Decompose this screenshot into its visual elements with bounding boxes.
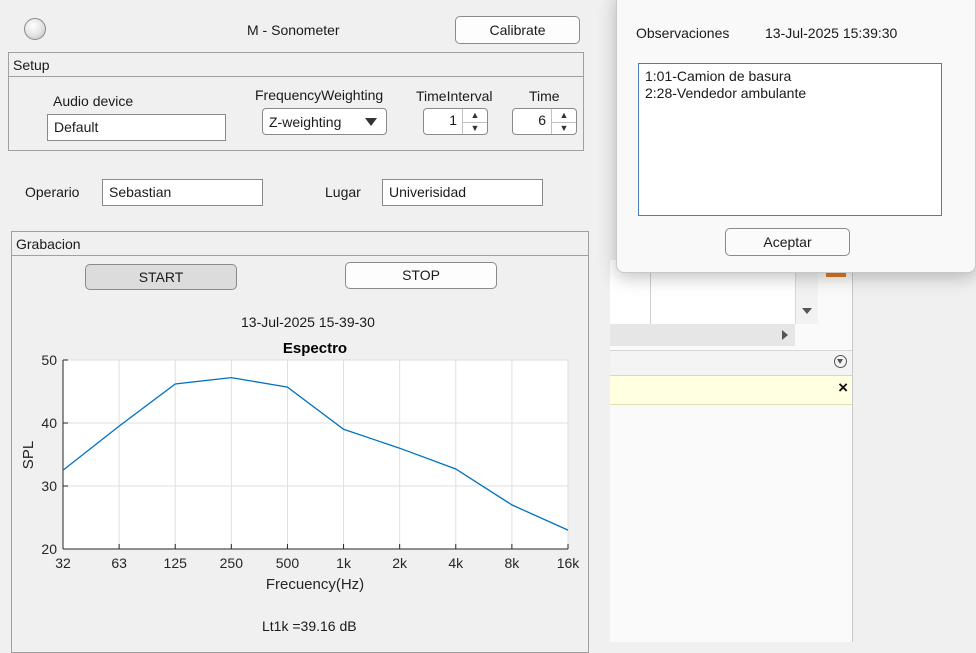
result-label: Lt1k =39.16 dB	[262, 618, 357, 634]
spin-up-icon[interactable]: ▲	[552, 109, 576, 123]
observations-dialog: Observaciones 13-Jul-2025 15:39:30 1:01-…	[616, 0, 976, 273]
spin-down-icon[interactable]: ▼	[470, 122, 480, 133]
time-label: Time	[529, 88, 560, 104]
spinner-arrows: ▲ ▼	[551, 109, 576, 134]
y-tick-label: 20	[41, 541, 57, 557]
observation-line: 2:28-Vendedor ambulante	[645, 85, 807, 101]
recording-panel-title: Grabacion	[12, 232, 588, 256]
setup-panel-title: Setup	[9, 53, 583, 77]
x-axis-label: Frecuency(Hz)	[266, 576, 364, 593]
spinner-arrows: ▲ ▼	[462, 109, 487, 134]
background-accent-marker	[826, 272, 846, 277]
y-tick-label: 30	[41, 478, 57, 494]
frequency-weighting-dropdown[interactable]: Z-weighting	[262, 108, 387, 135]
x-tick-label: 63	[111, 555, 127, 571]
plot-area	[63, 360, 568, 549]
app-title: M - Sonometer	[247, 22, 340, 38]
time-value: 6	[538, 112, 546, 128]
place-field[interactable]: Univerisidad	[382, 179, 543, 206]
x-tick-label: 16k	[557, 555, 581, 571]
spin-down-icon[interactable]: ▼	[559, 122, 569, 133]
x-tick-label: 125	[164, 555, 188, 571]
place-label: Lugar	[325, 184, 361, 200]
operator-label: Operario	[25, 184, 80, 200]
x-tick-label: 1k	[336, 555, 352, 571]
operator-field[interactable]: Sebastian	[102, 179, 263, 206]
close-icon[interactable]: ×	[838, 378, 848, 397]
main-window: M - Sonometer Calibrate Setup Audio devi…	[8, 16, 589, 653]
scroll-down-icon[interactable]	[802, 308, 812, 314]
observations-timestamp: 13-Jul-2025 15:39:30	[765, 25, 898, 41]
horizontal-scrollbar[interactable]	[610, 324, 795, 346]
spin-up-icon[interactable]: ▲	[463, 109, 487, 123]
audio-device-label: Audio device	[53, 93, 134, 109]
time-interval-label: TimeInterval	[416, 88, 493, 104]
chevron-down-icon	[365, 118, 377, 126]
y-tick-label: 40	[41, 415, 57, 431]
stop-button[interactable]: STOP	[345, 262, 497, 289]
recording-timestamp: 13-Jul-2025 15-39-30	[241, 314, 375, 330]
x-tick-label: 32	[55, 555, 71, 571]
collapse-icon[interactable]	[834, 355, 847, 368]
time-interval-spinner[interactable]: 1 ▲ ▼	[423, 108, 488, 135]
x-tick-label: 500	[276, 555, 300, 571]
x-tick-label: 8k	[504, 555, 520, 571]
x-tick-label: 2k	[392, 555, 408, 571]
x-tick-label: 4k	[448, 555, 464, 571]
section-header-bar	[610, 350, 852, 376]
background-pane-divider	[650, 260, 651, 324]
background-window: ×	[610, 260, 853, 642]
y-tick-labels: 20 30 40 50	[41, 352, 57, 557]
audio-device-field[interactable]: Default	[47, 114, 226, 141]
y-tick-label: 50	[41, 352, 57, 368]
background-scrollbar[interactable]	[795, 260, 818, 324]
calibrate-button[interactable]: Calibrate	[455, 16, 580, 44]
axes	[62, 359, 569, 550]
frequency-weighting-label: FrequencyWeighting	[255, 87, 384, 103]
frequency-weighting-value: Z-weighting	[269, 114, 342, 130]
x-tick-labels: 32 63 125 250 500 1k 2k 4k 8k 16k	[55, 555, 580, 571]
chart-title: Espectro	[283, 340, 347, 357]
accept-button[interactable]: Aceptar	[725, 228, 850, 256]
start-button[interactable]: START	[85, 264, 237, 290]
notice-bar: ×	[610, 376, 852, 405]
time-interval-value: 1	[449, 112, 457, 128]
x-tick-label: 250	[220, 555, 244, 571]
observations-label: Observaciones	[636, 25, 730, 41]
observations-textarea[interactable]: 1:01-Camion de basura 2:28-Vendedor ambu…	[638, 63, 942, 216]
y-axis-label: SPL	[20, 441, 37, 469]
scroll-right-icon[interactable]	[782, 330, 788, 340]
observation-line: 1:01-Camion de basura	[645, 68, 792, 84]
spectrum-chart: 32 63 125 250 500 1k 2k 4k 8k 16k 20 30 40 50 Espect…	[20, 340, 580, 593]
status-lamp-icon	[24, 18, 46, 40]
time-spinner[interactable]: 6 ▲ ▼	[512, 108, 577, 135]
spl-series-line	[62, 376, 569, 531]
